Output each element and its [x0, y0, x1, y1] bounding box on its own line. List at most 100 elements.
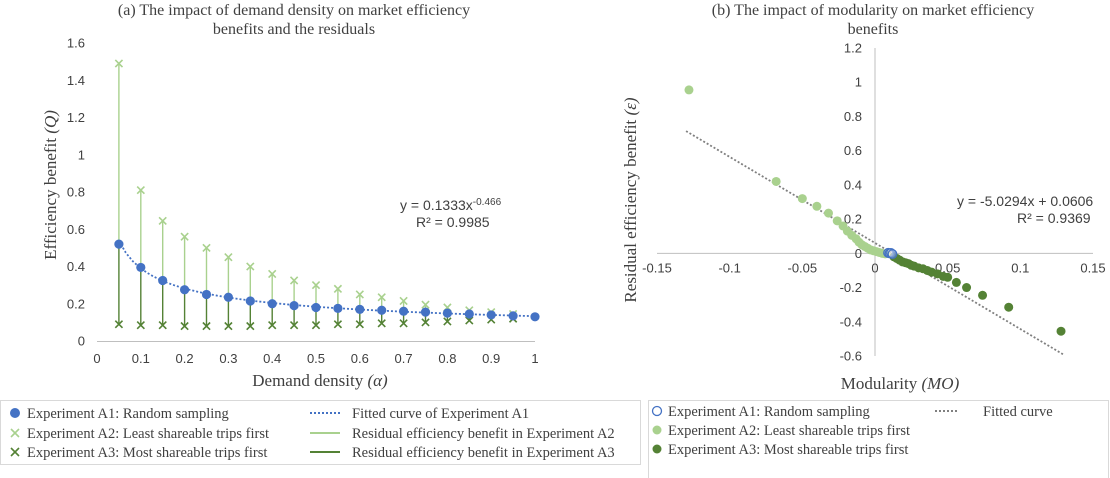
- panel-b-x-tick-label: 0: [871, 260, 878, 275]
- panel-b-y-axis-label: Residual efficiency benefit (ε): [621, 97, 640, 302]
- point-b-a3: [978, 290, 988, 300]
- point-b-a3: [962, 283, 972, 293]
- panel-a-legend-frame: [0, 400, 641, 465]
- point-a2: [202, 243, 211, 253]
- point-a2: [311, 280, 321, 290]
- panel-b-legend: Experiment A1: Random sampling Experimen…: [648, 400, 1109, 478]
- point-b-a2: [832, 216, 842, 226]
- panel-b-x-tick-label: -0.05: [788, 260, 818, 275]
- panel-b-y-tick-label: 1.2: [844, 41, 862, 56]
- panel-b-y-tick-label: 0.4: [844, 177, 862, 192]
- point-a1: [442, 308, 452, 318]
- panel-a-y-tick-label: 1.6: [67, 36, 85, 51]
- panel-b-y-tick-label: 1: [855, 75, 862, 90]
- point-a3: [246, 321, 255, 331]
- panel-b-y-tick-label: 0.2: [844, 212, 862, 227]
- panel-a-y-tick-label: 0: [78, 334, 85, 349]
- point-a1: [289, 301, 299, 311]
- panel-a-y-axis-label: Efficiency benefit (Q): [41, 110, 60, 260]
- point-a1: [223, 292, 233, 302]
- panel-b-x-tick-label: 0.15: [1080, 260, 1105, 275]
- point-a2: [377, 293, 386, 302]
- point-a2: [114, 59, 124, 68]
- legend-a2-marker: [10, 428, 20, 438]
- panel-a-x-tick-label: 1: [531, 351, 538, 366]
- point-a3: [114, 320, 124, 329]
- point-a1: [420, 307, 431, 317]
- point-a2: [224, 253, 233, 262]
- point-a3: [443, 317, 452, 326]
- panel-a-x-axis-label: Demand density (α): [252, 371, 388, 390]
- panel-a-y-tick-label: 1: [78, 147, 85, 162]
- point-a2: [246, 262, 255, 271]
- panel-b-x-tick-label: 0.1: [1011, 260, 1029, 275]
- point-b-a2: [684, 85, 694, 95]
- legend-a3-marker: [10, 447, 20, 457]
- panel-a-y-tick-label: 0.4: [67, 259, 85, 274]
- panel-b-fit-equation: y = -5.0294x + 0.0606: [957, 193, 1093, 209]
- point-b-a2: [823, 208, 833, 218]
- point-a1: [201, 289, 212, 300]
- point-a1: [180, 285, 190, 295]
- point-a2: [355, 290, 364, 299]
- legend-b3-marker: [652, 444, 662, 454]
- legend-b2-marker: [652, 425, 662, 435]
- panel-b-y-tick-label: 0.8: [844, 109, 862, 124]
- point-b-a2: [771, 176, 781, 186]
- point-a2: [158, 216, 167, 226]
- panel-b-y-tick-label: -0.4: [840, 314, 862, 329]
- point-b-a3: [1056, 326, 1066, 336]
- point-a1: [267, 299, 277, 309]
- point-a1: [245, 296, 255, 306]
- panel-b-fit-r2: R² = 0.9369: [1017, 210, 1091, 226]
- panel-b-y-tick-label: 0: [855, 246, 862, 261]
- panel-a-y-tick-label: 0.6: [67, 222, 85, 237]
- point-a1: [464, 309, 474, 319]
- legend-residual-a3-label: Residual efficiency benefit in Experimen…: [352, 445, 615, 461]
- point-a3: [289, 321, 299, 330]
- panel-a-y-tick-label: 0.8: [67, 185, 85, 200]
- panel-a-x-tick-label: 0.7: [395, 351, 413, 366]
- panel-a-title-line1: (a) The impact of demand density on mark…: [118, 2, 470, 19]
- panel-a-x-tick-label: 0.9: [482, 351, 500, 366]
- panel-b-legend-frame: [648, 400, 1109, 478]
- legend-a1-marker: [10, 408, 20, 418]
- point-a1: [136, 262, 146, 273]
- panel-a-x-tick-label: 0.2: [176, 351, 194, 366]
- panel-a-fit-r2: R² = 0.9985: [416, 214, 490, 230]
- point-a3: [355, 320, 364, 329]
- legend-b1-marker: [651, 405, 663, 417]
- panel-a-x-tick-label: 0: [93, 351, 100, 366]
- legend-a3-label: Experiment A3: Most shareable trips firs…: [27, 445, 267, 461]
- point-a1: [114, 239, 124, 249]
- point-a3: [377, 319, 386, 328]
- panel-a-x-tick-label: 0.4: [263, 351, 281, 366]
- panel-a-y-tick-label: 1.4: [67, 73, 85, 88]
- point-a2: [180, 232, 189, 241]
- panel-a-x-tick-label: 0.6: [351, 351, 369, 366]
- legend-residual-a2-label: Residual efficiency benefit in Experimen…: [352, 426, 615, 442]
- legend-a2-label: Experiment A2: Least shareable trips fir…: [27, 426, 269, 442]
- panel-b-x-tick-label: -0.15: [642, 260, 672, 275]
- point-a2: [421, 300, 430, 309]
- fitted-line-b: [685, 130, 1065, 356]
- point-a1: [311, 302, 321, 313]
- point-a2: [289, 276, 299, 285]
- point-a2: [136, 185, 145, 195]
- panel-a-y-tick-label: 1.2: [67, 110, 85, 125]
- panel-b-chart: (b) The impact of modularity on market e…: [621, 2, 1106, 393]
- panel-a-x-tick-label: 0.5: [307, 351, 325, 366]
- legend-b2-label: Experiment A2: Least shareable trips fir…: [668, 423, 910, 439]
- point-a1: [508, 311, 518, 321]
- legend-a1-label: Experiment A1: Random sampling: [27, 406, 229, 422]
- panel-b-y-tick-label: -0.2: [840, 280, 862, 295]
- point-a3: [202, 321, 211, 331]
- panel-a-plot-area: 0 0.1 0.2 0.3 0.4 0.5 0.6 0.7 0.8 0.9 1 0 0.2 0.4 0.6 0…: [67, 36, 540, 366]
- point-a1: [355, 304, 365, 314]
- point-b-a3: [1004, 302, 1014, 312]
- panel-a-legend: Experiment A1: Random sampling Experimen…: [0, 400, 641, 465]
- panel-b-plot-area: -0.15 -0.1 -0.05 0 0.05 0.1 0.15-0.6-0.4-0.200…: [642, 41, 1105, 364]
- point-a3: [268, 321, 277, 330]
- point-b-a1: [887, 249, 898, 259]
